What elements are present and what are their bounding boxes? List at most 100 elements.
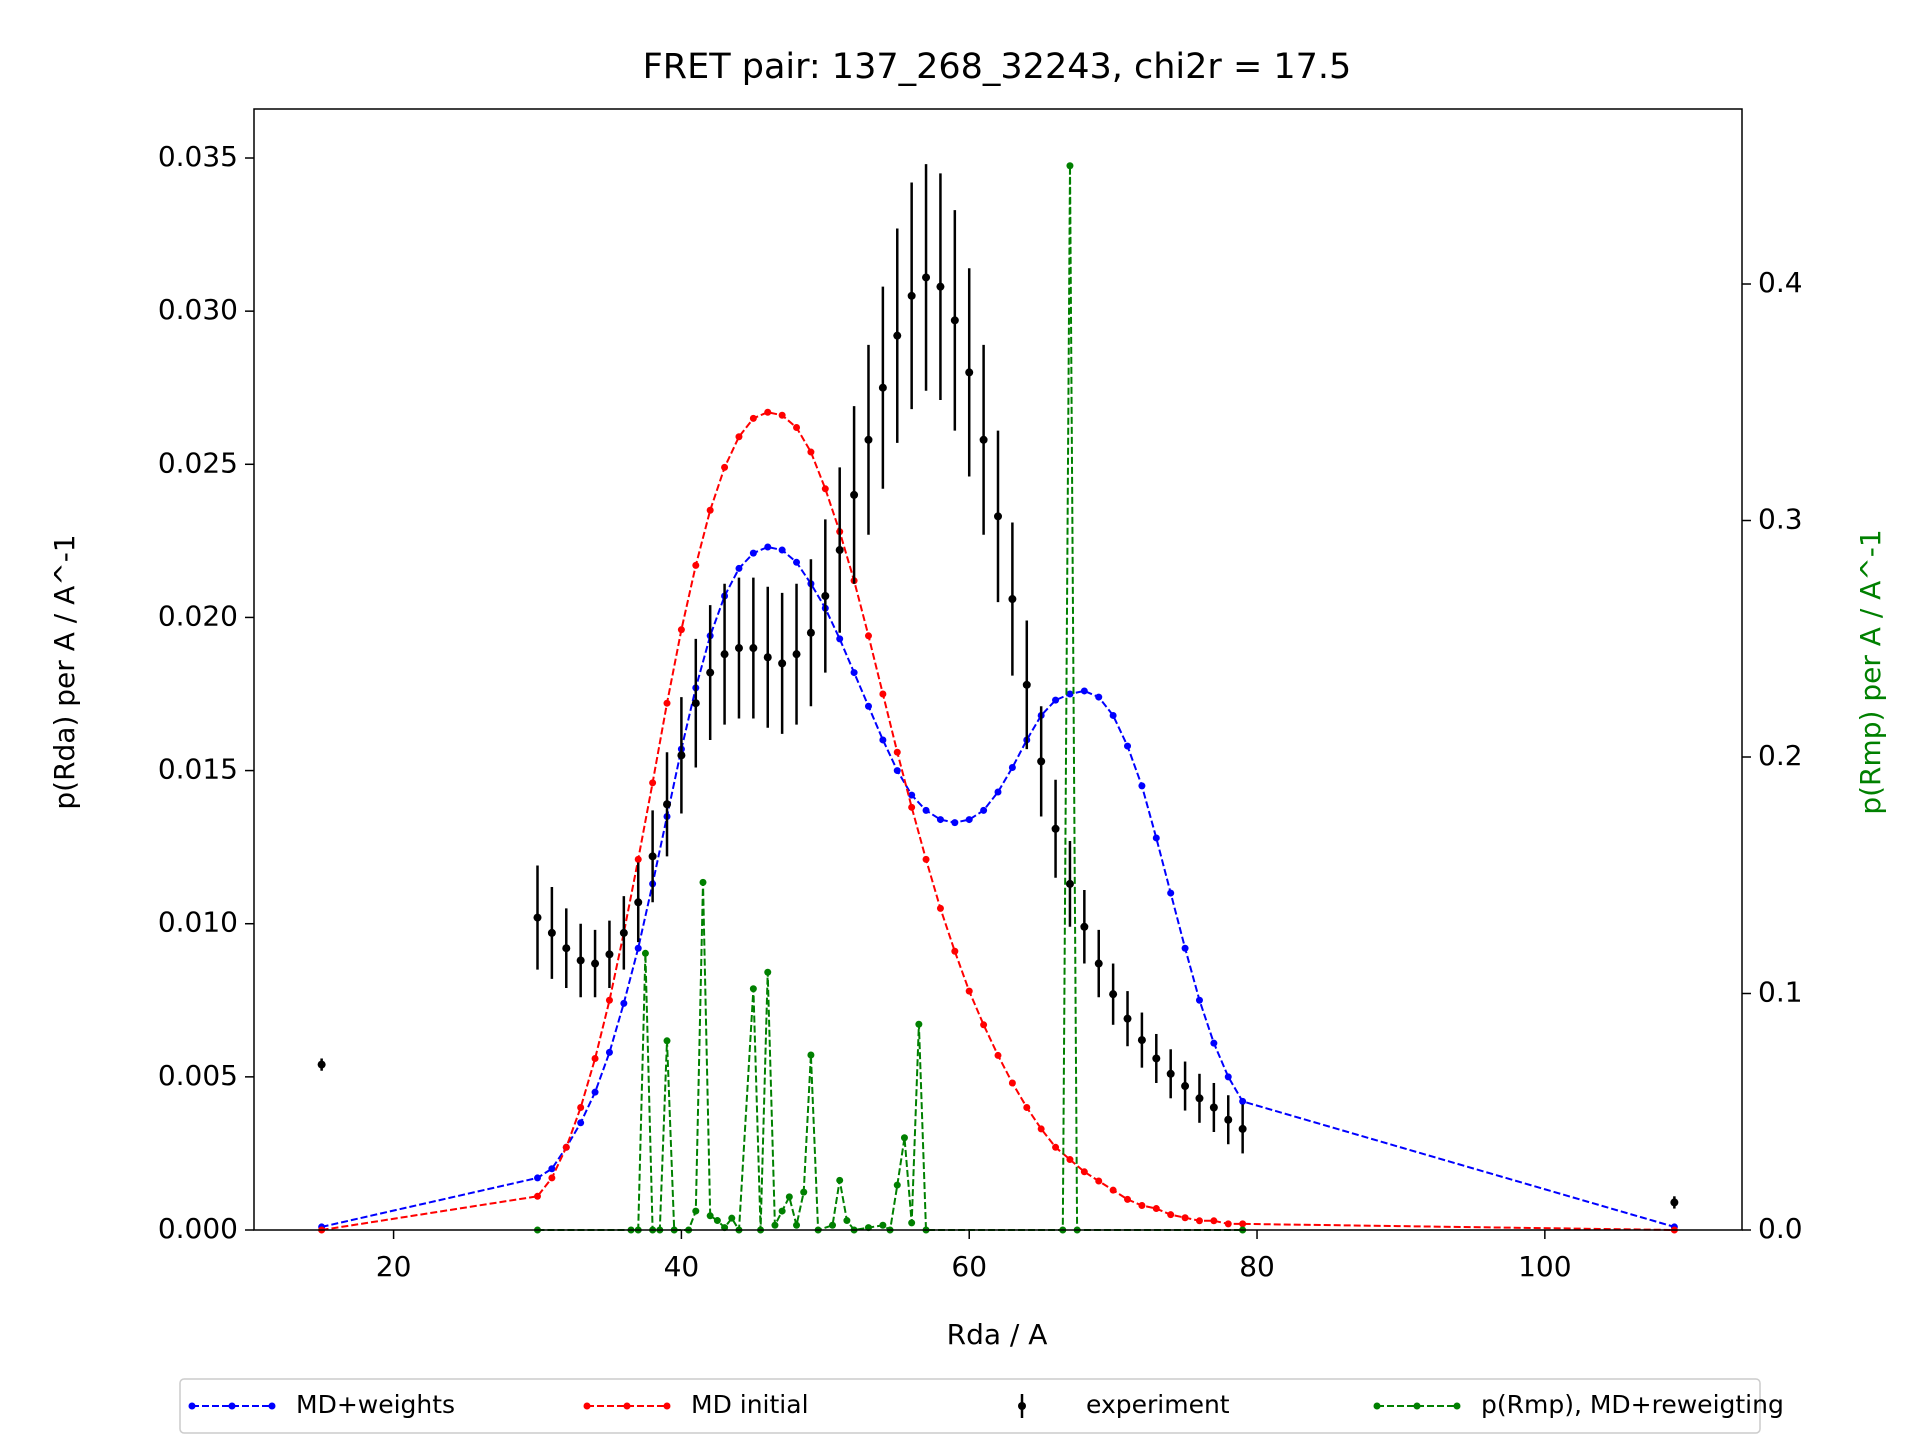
point (713, 1217, 721, 1225)
point (836, 635, 844, 643)
x-tick-label: 80 (1239, 1250, 1275, 1283)
point (634, 944, 642, 952)
point (850, 490, 859, 499)
point (900, 1134, 908, 1142)
point (1124, 1195, 1132, 1203)
point (576, 956, 585, 965)
point (547, 928, 556, 937)
point (1109, 1186, 1117, 1194)
point (1080, 922, 1089, 931)
point (548, 1174, 556, 1182)
point (893, 1181, 901, 1189)
point (1239, 1220, 1247, 1228)
point (915, 1020, 923, 1028)
point (793, 1221, 801, 1229)
y2-tick-label: 0.2 (1758, 739, 1803, 772)
point (677, 626, 685, 634)
x-axis-label: Rda / A (947, 1318, 1048, 1351)
point (749, 414, 757, 422)
point (706, 668, 715, 677)
point (864, 632, 872, 640)
point (749, 644, 758, 653)
legend-swatch (1373, 1402, 1381, 1410)
x-tick-label: 100 (1518, 1250, 1571, 1283)
point (1166, 1069, 1175, 1078)
y-tick-label: 0.030 (158, 293, 238, 326)
legend-swatch (1018, 1402, 1026, 1410)
point (893, 331, 902, 340)
point (792, 650, 801, 659)
point (793, 558, 801, 566)
point (620, 999, 628, 1007)
legend-label: MD initial (691, 1390, 809, 1419)
point (734, 644, 743, 653)
point (936, 816, 944, 824)
point (692, 1207, 700, 1215)
point (950, 316, 959, 325)
point (778, 411, 786, 419)
point (821, 591, 830, 600)
point (994, 788, 1002, 796)
chart-title: FRET pair: 137_268_32243, chi2r = 17.5 (643, 47, 1352, 87)
point (771, 1221, 779, 1229)
y-tick-label: 0.035 (158, 140, 238, 173)
point (1152, 1205, 1160, 1213)
point (864, 702, 872, 710)
point (1008, 595, 1017, 604)
point (591, 959, 600, 968)
point (1138, 782, 1146, 790)
y-tick-label: 0.015 (158, 753, 238, 786)
y2-axis-label: p(Rmp) per A / A^-1 (1854, 529, 1887, 814)
legend-label: experiment (1086, 1390, 1230, 1419)
point (908, 791, 916, 799)
point (1052, 696, 1060, 704)
point (979, 435, 988, 444)
point (1008, 764, 1016, 772)
y-tick-label: 0.000 (158, 1212, 238, 1245)
point (893, 748, 901, 756)
point (605, 1048, 613, 1056)
point (1210, 1039, 1218, 1047)
legend-swatch (663, 1402, 671, 1410)
point (1181, 1214, 1189, 1222)
point (980, 806, 988, 814)
point (533, 1192, 541, 1200)
legend-swatch (268, 1402, 276, 1410)
point (605, 996, 613, 1004)
point (591, 1088, 599, 1096)
y2-tick-label: 0.0 (1758, 1212, 1803, 1245)
point (764, 543, 772, 551)
point (1080, 1168, 1088, 1176)
point (893, 767, 901, 775)
point (1224, 1073, 1232, 1081)
point (879, 1221, 887, 1229)
point (1152, 834, 1160, 842)
point (994, 1051, 1002, 1059)
point (908, 1219, 916, 1227)
y2-tick-label: 0.1 (1758, 976, 1803, 1009)
point (1095, 1177, 1103, 1185)
x-tick-label: 40 (664, 1250, 700, 1283)
point (533, 1174, 541, 1182)
point (843, 1217, 851, 1225)
point (1670, 1198, 1679, 1207)
point (619, 928, 628, 937)
point (1138, 1201, 1146, 1209)
point (763, 653, 772, 662)
point (1181, 1082, 1190, 1091)
legend-swatch (188, 1402, 196, 1410)
x-tick-label: 20 (376, 1250, 412, 1283)
point (1023, 1103, 1031, 1111)
legend-label: p(Rmp), MD+reweigting (1481, 1390, 1784, 1419)
point (1167, 1211, 1175, 1219)
point (1095, 693, 1103, 701)
legend-swatch (228, 1402, 236, 1410)
point (1209, 1103, 1218, 1112)
legend-swatch (583, 1402, 591, 1410)
point (1065, 879, 1074, 888)
point (922, 855, 930, 863)
point (735, 433, 743, 441)
point (605, 950, 614, 959)
point (778, 546, 786, 554)
point (692, 561, 700, 569)
